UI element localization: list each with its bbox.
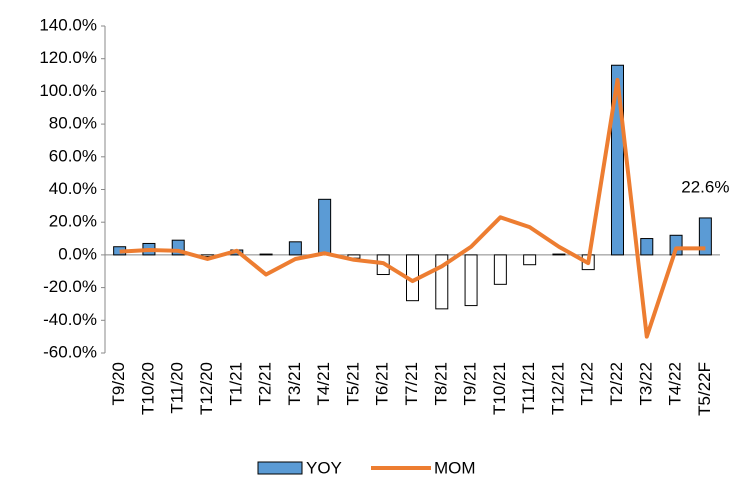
x-tick-label: T10/21 xyxy=(490,362,509,415)
y-tick-label: 80.0% xyxy=(49,114,97,133)
bar xyxy=(464,254,478,307)
x-tick-label: T4/21 xyxy=(314,362,333,405)
x-tick-label: T3/22 xyxy=(636,362,655,405)
x-tick-label: T2/21 xyxy=(256,362,275,405)
x-tick-label: T8/21 xyxy=(431,362,450,405)
y-tick-label: 20.0% xyxy=(49,212,97,231)
x-tick-label: T1/22 xyxy=(578,362,597,405)
x-tick-label: T5/22F xyxy=(695,362,714,416)
x-tick-label: T9/21 xyxy=(461,362,480,405)
bar xyxy=(288,241,302,256)
x-tick-label: T7/21 xyxy=(402,362,421,405)
bar xyxy=(698,217,712,256)
data-label: 22.6% xyxy=(681,177,729,196)
bar xyxy=(640,238,654,256)
bar xyxy=(493,254,507,285)
y-tick-label: 0.0% xyxy=(58,244,97,263)
x-tick-label: T9/20 xyxy=(109,362,128,405)
bar xyxy=(259,253,273,256)
y-tick-label: 100.0% xyxy=(39,81,97,100)
line xyxy=(119,77,706,339)
x-tick-label: T11/20 xyxy=(168,362,187,414)
bar xyxy=(523,254,537,266)
x-tick-label: T1/21 xyxy=(226,362,245,405)
x-tick-label: T5/21 xyxy=(343,362,362,405)
legend-label: YOY xyxy=(306,458,342,477)
x-tick-label: T12/21 xyxy=(548,362,567,415)
x-tick-label: T6/21 xyxy=(373,362,392,405)
x-tick-label: T3/21 xyxy=(285,362,304,405)
y-tick-label: -60.0% xyxy=(43,342,97,361)
bar xyxy=(552,253,566,256)
x-tick-label: T4/22 xyxy=(666,362,685,405)
y-tick-label: 140.0% xyxy=(39,15,97,34)
y-tick-label: 40.0% xyxy=(49,179,97,198)
y-tick-label: -40.0% xyxy=(43,310,97,329)
x-tick-label: T11/21 xyxy=(519,362,538,414)
legend-label: MOM xyxy=(434,458,476,477)
y-tick-label: 60.0% xyxy=(49,146,97,165)
x-tick-label: T10/20 xyxy=(138,362,157,415)
legend-swatch xyxy=(257,461,303,475)
y-tick-label: 120.0% xyxy=(39,48,97,67)
y-tick-label: -20.0% xyxy=(43,277,97,296)
x-tick-label: T2/22 xyxy=(607,362,626,405)
bar xyxy=(318,198,332,256)
x-tick-label: T12/20 xyxy=(197,362,216,415)
